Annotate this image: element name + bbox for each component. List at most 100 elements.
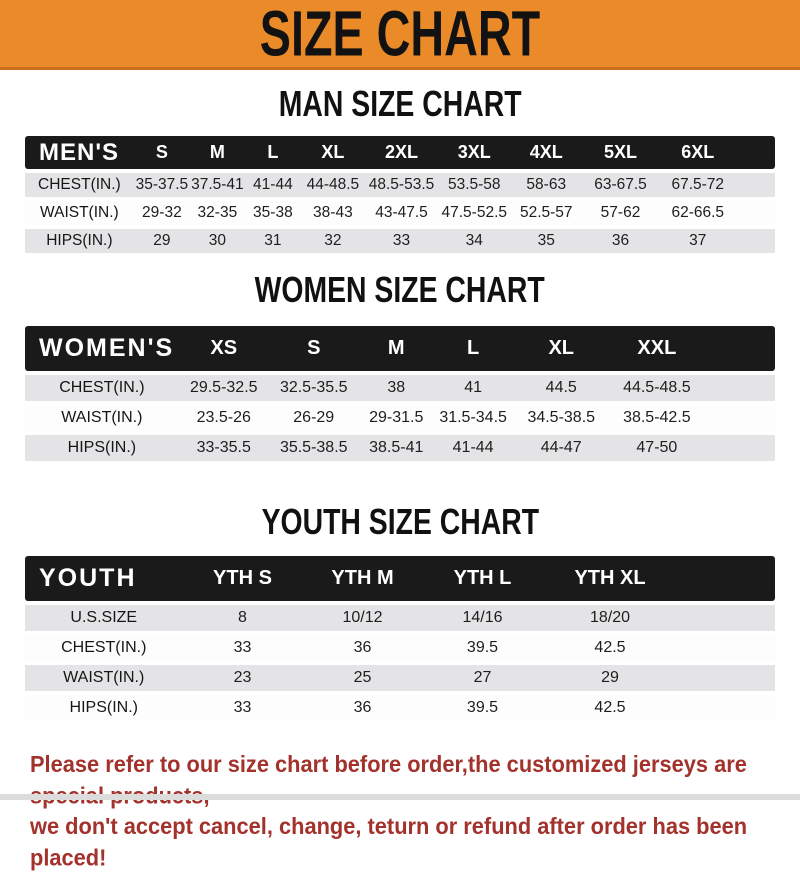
row-spacer bbox=[736, 201, 775, 225]
size-cell: 39.5 bbox=[422, 695, 543, 721]
women-corner-label: WOMEN'S bbox=[25, 326, 179, 371]
table-row: HIPS(IN.) 29 30 31 32 33 34 35 36 37 bbox=[25, 229, 775, 253]
size-cell: 44.5-48.5 bbox=[610, 375, 704, 401]
size-cell: 44.5 bbox=[512, 375, 610, 401]
women-row-label: HIPS(IN.) bbox=[25, 435, 179, 461]
table-row: CHEST(IN.) 35-37.5 37.5-41 41-44 44-48.5… bbox=[25, 173, 775, 197]
size-cell: 14/16 bbox=[422, 605, 543, 631]
men-col-header: 6XL bbox=[658, 136, 737, 169]
size-cell: 33 bbox=[182, 635, 303, 661]
size-cell: 33 bbox=[182, 695, 303, 721]
youth-header-row: YOUTH YTH S YTH M YTH L YTH XL bbox=[25, 556, 775, 601]
men-col-header: M bbox=[190, 136, 245, 169]
women-col-header: M bbox=[358, 326, 434, 371]
men-header-spacer bbox=[736, 136, 775, 169]
size-cell: 35.5-38.5 bbox=[268, 435, 359, 461]
size-cell: 34 bbox=[438, 229, 511, 253]
row-spacer bbox=[703, 405, 775, 431]
row-spacer bbox=[703, 435, 775, 461]
table-row: CHEST(IN.) 29.5-32.5 32.5-35.5 38 41 44.… bbox=[25, 375, 775, 401]
size-cell: 41 bbox=[433, 375, 513, 401]
size-cell: 38-43 bbox=[301, 201, 365, 225]
size-chart-banner: SIZE CHART bbox=[0, 0, 800, 70]
size-cell: 38.5-42.5 bbox=[610, 405, 704, 431]
women-header-spacer bbox=[703, 326, 775, 371]
size-cell: 23 bbox=[182, 665, 303, 691]
youth-size-table: YOUTH YTH S YTH M YTH L YTH XL U.S.SIZE … bbox=[25, 552, 775, 725]
size-cell: 36 bbox=[582, 229, 659, 253]
banner-title: SIZE CHART bbox=[259, 0, 541, 70]
size-cell: 48.5-53.5 bbox=[364, 173, 439, 197]
size-cell: 41-44 bbox=[244, 173, 301, 197]
women-section-heading-text: WOMEN SIZE CHART bbox=[254, 269, 546, 310]
row-spacer bbox=[677, 665, 775, 691]
youth-header-spacer bbox=[677, 556, 775, 601]
men-row-label: WAIST(IN.) bbox=[25, 201, 134, 225]
size-cell: 62-66.5 bbox=[658, 201, 737, 225]
row-spacer bbox=[736, 229, 775, 253]
size-cell: 67.5-72 bbox=[658, 173, 737, 197]
size-cell: 44-48.5 bbox=[301, 173, 365, 197]
men-corner-label: MEN'S bbox=[25, 136, 134, 169]
table-row: WAIST(IN.) 23 25 27 29 bbox=[25, 665, 775, 691]
size-cell: 35-38 bbox=[244, 201, 301, 225]
women-col-header: XXL bbox=[610, 326, 704, 371]
table-row: HIPS(IN.) 33 36 39.5 42.5 bbox=[25, 695, 775, 721]
women-section-heading: WOMEN SIZE CHART bbox=[0, 269, 800, 310]
youth-col-header: YTH S bbox=[182, 556, 303, 601]
size-cell: 29-32 bbox=[133, 201, 190, 225]
size-cell: 35-37.5 bbox=[133, 173, 190, 197]
row-spacer bbox=[677, 605, 775, 631]
size-cell: 23.5-26 bbox=[178, 405, 269, 431]
order-disclaimer: Please refer to our size chart before or… bbox=[0, 749, 800, 873]
youth-row-label: U.S.SIZE bbox=[25, 605, 183, 631]
youth-col-header: YTH M bbox=[302, 556, 423, 601]
size-cell: 8 bbox=[182, 605, 303, 631]
women-row-label: CHEST(IN.) bbox=[25, 375, 179, 401]
table-row: U.S.SIZE 8 10/12 14/16 18/20 bbox=[25, 605, 775, 631]
youth-section-heading: YOUTH SIZE CHART bbox=[0, 503, 800, 539]
size-cell: 25 bbox=[302, 665, 423, 691]
row-spacer bbox=[703, 375, 775, 401]
size-cell: 52.5-57 bbox=[510, 201, 583, 225]
men-col-header: 3XL bbox=[438, 136, 511, 169]
size-cell: 47-50 bbox=[610, 435, 704, 461]
size-cell: 32-35 bbox=[190, 201, 245, 225]
size-cell: 29-31.5 bbox=[358, 405, 434, 431]
size-cell: 39.5 bbox=[422, 635, 543, 661]
disclaimer-line-1: Please refer to our size chart before or… bbox=[30, 751, 747, 808]
size-cell: 37.5-41 bbox=[190, 173, 245, 197]
size-cell: 41-44 bbox=[433, 435, 513, 461]
table-row: HIPS(IN.) 33-35.5 35.5-38.5 38.5-41 41-4… bbox=[25, 435, 775, 461]
size-cell: 63-67.5 bbox=[582, 173, 659, 197]
men-header-row: MEN'S S M L XL 2XL 3XL 4XL 5XL 6XL bbox=[25, 136, 775, 169]
size-cell: 32 bbox=[301, 229, 365, 253]
men-row-label: CHEST(IN.) bbox=[25, 173, 134, 197]
bottom-edge-strip bbox=[0, 794, 800, 800]
women-size-table: WOMEN'S XS S M L XL XXL CHEST(IN.) 29.5-… bbox=[25, 322, 775, 465]
size-cell: 26-29 bbox=[268, 405, 359, 431]
youth-col-header: YTH L bbox=[422, 556, 543, 601]
table-row: WAIST(IN.) 23.5-26 26-29 29-31.5 31.5-34… bbox=[25, 405, 775, 431]
size-cell: 33 bbox=[364, 229, 439, 253]
youth-col-header: YTH XL bbox=[542, 556, 678, 601]
size-cell: 43-47.5 bbox=[364, 201, 439, 225]
size-cell: 33-35.5 bbox=[178, 435, 269, 461]
men-row-label: HIPS(IN.) bbox=[25, 229, 134, 253]
women-row-label: WAIST(IN.) bbox=[25, 405, 179, 431]
youth-row-label: HIPS(IN.) bbox=[25, 695, 183, 721]
size-cell: 58-63 bbox=[510, 173, 583, 197]
size-cell: 38 bbox=[358, 375, 434, 401]
men-col-header: 4XL bbox=[510, 136, 583, 169]
men-section-heading: MAN SIZE CHART bbox=[0, 83, 800, 124]
men-col-header: XL bbox=[301, 136, 365, 169]
men-size-table: MEN'S S M L XL 2XL 3XL 4XL 5XL 6XL CHEST… bbox=[25, 132, 775, 257]
youth-row-label: WAIST(IN.) bbox=[25, 665, 183, 691]
size-cell: 57-62 bbox=[582, 201, 659, 225]
size-cell: 29 bbox=[542, 665, 678, 691]
men-col-header: 2XL bbox=[364, 136, 439, 169]
size-cell: 36 bbox=[302, 695, 423, 721]
women-col-header: XL bbox=[512, 326, 610, 371]
men-section-heading-text: MAN SIZE CHART bbox=[278, 83, 522, 124]
size-cell: 35 bbox=[510, 229, 583, 253]
